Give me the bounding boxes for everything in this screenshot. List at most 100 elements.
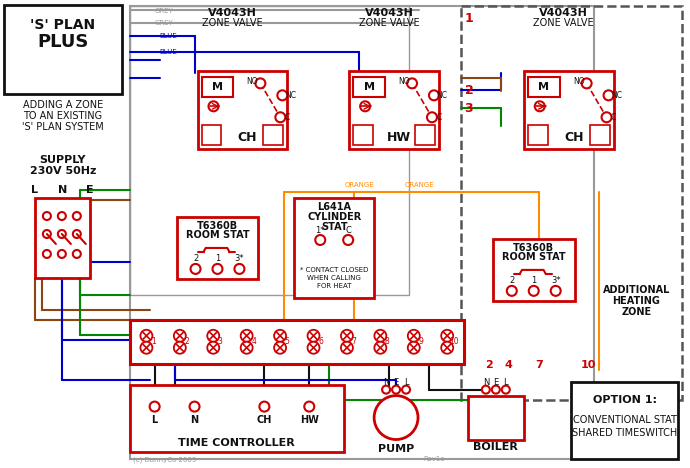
Text: GREY: GREY — [155, 7, 173, 14]
Text: T6360B: T6360B — [197, 221, 238, 231]
Circle shape — [551, 286, 561, 296]
Text: C: C — [285, 113, 290, 122]
Circle shape — [190, 264, 201, 274]
Circle shape — [73, 250, 81, 258]
Circle shape — [274, 330, 286, 342]
Circle shape — [141, 330, 152, 342]
Text: 2: 2 — [184, 337, 189, 346]
Text: E: E — [493, 378, 498, 387]
Text: BLUE: BLUE — [159, 50, 177, 55]
Bar — [571, 381, 678, 460]
Text: CONVENTIONAL STAT: CONVENTIONAL STAT — [573, 415, 676, 424]
Circle shape — [441, 342, 453, 354]
Text: NO: NO — [398, 77, 410, 86]
Circle shape — [375, 330, 386, 342]
Circle shape — [375, 342, 386, 354]
Text: ZONE: ZONE — [622, 307, 651, 317]
Text: TIME CONTROLLER: TIME CONTROLLER — [178, 438, 295, 447]
Text: 230V 50Hz: 230V 50Hz — [30, 166, 96, 176]
Circle shape — [360, 101, 370, 111]
Circle shape — [502, 386, 510, 394]
Text: 8: 8 — [385, 337, 390, 346]
Bar — [353, 77, 385, 97]
Text: NC: NC — [285, 91, 296, 100]
Text: GREY: GREY — [155, 21, 173, 27]
Circle shape — [382, 386, 390, 394]
Text: 3: 3 — [218, 337, 223, 346]
Text: M: M — [364, 82, 375, 92]
Circle shape — [73, 230, 81, 238]
Text: 7: 7 — [351, 337, 356, 346]
Circle shape — [207, 342, 219, 354]
Text: BLUE: BLUE — [159, 34, 177, 39]
Circle shape — [259, 402, 269, 411]
Bar — [130, 6, 593, 460]
Circle shape — [308, 330, 319, 342]
Bar — [468, 395, 524, 439]
Bar — [493, 239, 575, 301]
Text: 2: 2 — [464, 84, 473, 97]
Bar — [349, 72, 439, 149]
Text: Rev1a: Rev1a — [423, 456, 445, 462]
Circle shape — [141, 342, 152, 354]
Text: HW: HW — [387, 131, 411, 144]
Circle shape — [407, 78, 417, 88]
Circle shape — [190, 402, 199, 411]
Text: 7: 7 — [535, 360, 542, 370]
Text: N: N — [383, 378, 389, 387]
Text: (c) DannyCo 2009: (c) DannyCo 2009 — [133, 456, 196, 463]
Text: CH: CH — [564, 131, 584, 144]
Bar — [295, 198, 374, 298]
Circle shape — [304, 402, 314, 411]
Text: C: C — [436, 113, 442, 122]
Text: FOR HEAT: FOR HEAT — [317, 283, 351, 289]
Circle shape — [174, 330, 186, 342]
Circle shape — [43, 212, 51, 220]
Circle shape — [582, 78, 591, 88]
Bar — [461, 6, 682, 400]
Text: 3: 3 — [464, 102, 473, 115]
Text: E: E — [393, 378, 399, 387]
Circle shape — [43, 230, 51, 238]
Text: 'S' PLAN: 'S' PLAN — [30, 19, 95, 32]
Bar — [528, 77, 560, 97]
Text: L641A: L641A — [317, 202, 351, 212]
Text: C: C — [611, 113, 616, 122]
Circle shape — [392, 386, 400, 394]
Circle shape — [58, 250, 66, 258]
Text: 1: 1 — [151, 337, 156, 346]
Circle shape — [427, 112, 437, 122]
Text: ORANGE: ORANGE — [404, 182, 434, 188]
Text: HW: HW — [300, 415, 319, 424]
Text: 1: 1 — [215, 255, 220, 263]
Circle shape — [207, 330, 219, 342]
Circle shape — [241, 342, 253, 354]
Circle shape — [341, 342, 353, 354]
Text: CH: CH — [257, 415, 272, 424]
Circle shape — [341, 330, 353, 342]
Text: 5: 5 — [285, 337, 290, 346]
Text: ROOM STAT: ROOM STAT — [186, 230, 249, 240]
Text: L: L — [152, 415, 158, 424]
Text: 1*: 1* — [315, 226, 325, 234]
Bar — [353, 125, 373, 145]
Circle shape — [255, 78, 266, 88]
Text: NC: NC — [611, 91, 622, 100]
Bar — [130, 385, 344, 453]
Bar — [528, 125, 548, 145]
Text: CH: CH — [237, 131, 257, 144]
Bar — [524, 72, 613, 149]
Circle shape — [58, 230, 66, 238]
Circle shape — [174, 342, 186, 354]
Text: SUPPLY: SUPPLY — [39, 155, 86, 165]
Bar — [197, 72, 287, 149]
Text: ZONE VALVE: ZONE VALVE — [202, 19, 263, 29]
Text: 2: 2 — [485, 360, 493, 370]
Text: ZONE VALVE: ZONE VALVE — [533, 19, 594, 29]
Bar — [130, 6, 409, 295]
Text: NO: NO — [246, 77, 258, 86]
Text: ZONE VALVE: ZONE VALVE — [359, 19, 420, 29]
Circle shape — [529, 286, 539, 296]
Text: WHEN CALLING: WHEN CALLING — [307, 275, 361, 281]
Text: L: L — [32, 185, 39, 195]
